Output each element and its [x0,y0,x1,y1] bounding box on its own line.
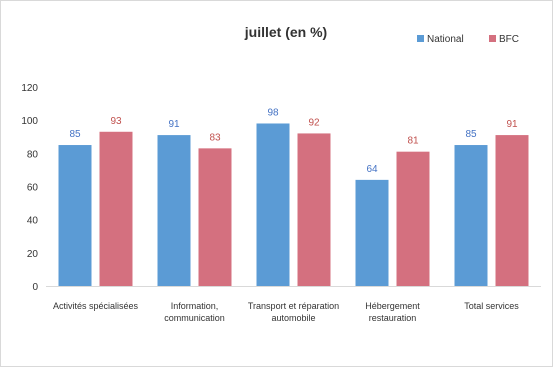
data-label: 85 [69,129,81,140]
y-tick-label: 120 [21,83,38,94]
bar-national-1 [157,135,191,286]
data-label: 83 [209,132,221,143]
y-axis: 0 20 40 60 80 100 120 [21,83,541,293]
data-label: 81 [407,136,419,147]
category-label: Total services [464,301,519,311]
bar-national-2 [256,123,290,286]
data-label: 93 [110,116,122,127]
legend-label: National [427,34,464,45]
y-tick-label: 20 [27,249,39,260]
bar-national-0 [58,145,92,286]
y-tick-label: 60 [27,183,39,194]
bar-bfc-0 [99,131,133,286]
bar-bfc-2 [297,133,331,286]
bar-bfc-4 [495,135,529,286]
chart-title: juillet (en %) [244,24,327,40]
category-label: Information, communication [164,301,225,323]
bars: 85 91 98 64 85 93 83 92 81 91 [58,107,529,286]
data-label: 92 [308,117,320,128]
legend: National BFC [417,34,519,45]
category-label: Hébergement restauration [365,301,420,323]
data-label: 85 [465,129,477,140]
legend-swatch-national [417,35,424,42]
category-label: Activités spécialisées [53,301,139,311]
category-label: Transport et réparation automobile [248,301,339,323]
data-label: 91 [168,119,180,130]
bar-national-3 [355,179,389,286]
legend-label: BFC [499,34,519,45]
bar-national-4 [454,145,488,286]
legend-swatch-bfc [489,35,496,42]
y-tick-label: 0 [32,282,38,293]
data-label: 91 [506,119,518,130]
data-label: 64 [366,164,378,175]
y-tick-label: 80 [27,149,39,160]
y-tick-label: 100 [21,116,38,127]
bar-bfc-3 [396,151,430,286]
data-label: 98 [267,107,279,118]
y-tick-label: 40 [27,216,39,227]
category-labels: Activités spécialisées Information, commun… [53,301,519,323]
bar-bfc-1 [198,148,232,286]
